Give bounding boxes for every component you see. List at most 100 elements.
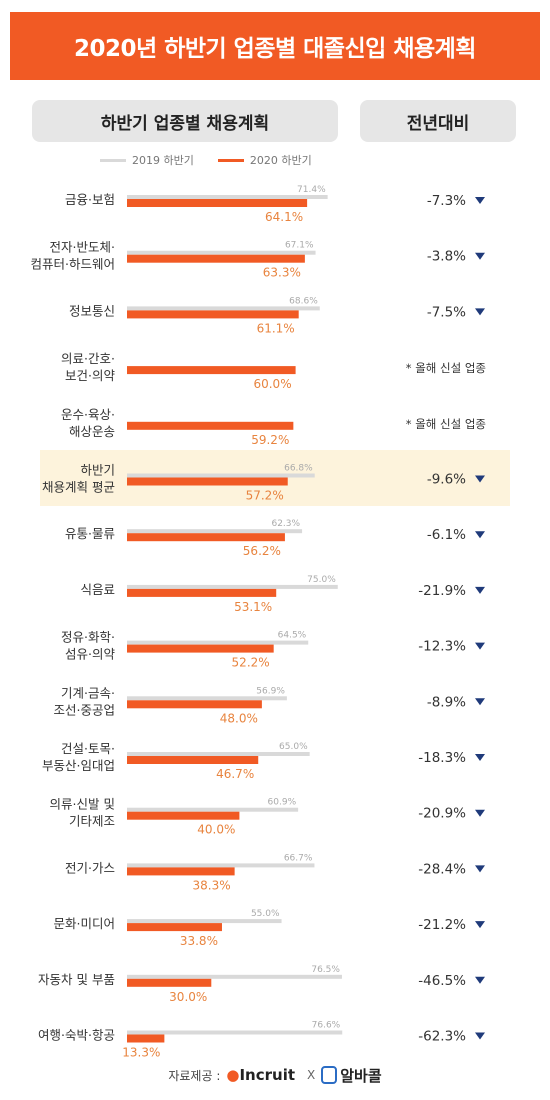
yoy-value: * 올해 신설 업종 [406,417,486,431]
source-label: 자료제공 : [168,1068,221,1083]
down-arrow-icon [475,586,485,594]
down-arrow-icon [475,642,485,650]
data-label-2020: 13.3% [122,1046,160,1060]
bar-2020 [127,644,274,653]
bar-2020 [127,199,308,207]
bar-2019 [127,306,320,311]
category-label: 전기·가스 [65,860,115,875]
data-label-2020: 57.2% [246,489,284,503]
bar-2020 [127,533,285,542]
down-arrow-icon [475,308,485,316]
bar-2019 [127,584,338,589]
data-label-2019: 64.5% [278,631,307,641]
category-label: 전자·반도체· 컴퓨터·하드웨어 [31,240,115,272]
data-label-2020: 59.2% [251,433,289,447]
data-label-2020: 40.0% [197,823,235,837]
bar-chart: 금융·보험 71.4% 64.1% -7.3% 전자·반도체· 컴퓨터·하드웨어 67.1%… [31,185,486,1060]
bar-2019 [127,752,310,756]
yoy-value: -7.3% [427,193,466,209]
legend: 2019 하반기 2020 하반기 [100,152,336,168]
separator: X [307,1068,316,1082]
data-label-2019: 65.0% [279,742,308,752]
bar-2019 [127,863,315,868]
bar-2020 [127,588,277,597]
bar-2020 [127,700,262,709]
category-label: 기계·금속· 조선·중공업 [54,685,115,717]
data-label-2019: 68.6% [289,296,318,306]
category-label: 문화·미디어 [54,916,115,931]
data-label-2020: 30.0% [169,990,207,1004]
legend-swatch-2019 [100,158,126,162]
legend-item-2020: 2020 하반기 [217,152,312,168]
yoy-value: -20.9% [418,806,466,822]
bar-2020 [127,867,235,876]
bar-2020 [127,923,222,932]
bar-2019 [127,974,342,979]
category-label: 하반기 채용계획 평균 [42,463,115,495]
data-label-2020: 53.1% [234,600,272,614]
data-label-2019: 60.9% [268,798,297,808]
data-label-2019: 62.3% [271,519,300,529]
column-header-yoy: 전년대비 [360,100,516,142]
data-label-2019: 55.0% [251,909,280,919]
yoy-value: -46.5% [418,973,466,989]
bar-2019 [127,640,309,645]
bar-2019 [127,807,299,812]
yoy-value: -3.8% [427,249,466,265]
category-label: 정보통신 [69,303,115,318]
down-arrow-icon [475,698,485,706]
data-label-2019: 76.6% [312,1021,341,1031]
yoy-value: -12.3% [418,639,466,655]
bar-2019 [127,250,316,255]
bar-2020 [127,310,299,319]
data-label-2020: 61.1% [257,321,295,335]
bar-2020 [127,1034,165,1043]
yoy-value: -28.4% [418,861,466,877]
yoy-value: -21.2% [418,917,466,933]
down-arrow-icon [475,475,485,483]
category-label: 유통·물류 [65,526,115,541]
title-banner: 2020년 하반기 업종별 대졸신입 채용계획 [10,12,540,80]
data-label-2019: 76.5% [311,965,340,975]
data-label-2020: 56.2% [243,544,281,558]
category-label: 정유·화학· 섬유·의약 [61,630,115,662]
category-label: 식음료 [80,582,115,597]
data-label-2019: 66.7% [284,853,313,863]
bar-2020 [127,756,259,764]
bar-2020 [127,421,294,430]
down-arrow-icon [475,754,485,761]
down-arrow-icon [475,197,485,204]
yoy-value: -8.9% [427,694,466,710]
bar-2019 [127,696,287,701]
down-arrow-icon [475,809,485,817]
bar-2019 [127,1030,343,1035]
bar-2020 [127,366,296,375]
yoy-value: -9.6% [427,472,466,488]
data-label-2019: 75.0% [307,575,336,585]
data-label-2020: 63.3% [263,266,301,280]
data-label-2020: 46.7% [216,767,254,781]
data-label-2020: 64.1% [265,210,303,224]
yoy-value: -18.3% [418,750,466,766]
bar-2020 [127,811,240,820]
legend-swatch-2020 [217,158,244,162]
bar-2020 [127,254,305,263]
yoy-value: -7.5% [427,304,466,320]
data-label-2020: 60.0% [253,377,291,391]
yoy-value: -21.9% [418,583,466,599]
down-arrow-icon [475,976,485,984]
yoy-value: * 올해 신설 업종 [406,361,486,375]
category-label: 의료·간호· 보건·의약 [61,351,115,383]
incruit-logo: ●Incruit [226,1066,296,1084]
legend-item-2019: 2019 하반기 [100,152,194,168]
data-label-2019: 67.1% [285,241,314,251]
data-label-2020: 52.2% [232,656,270,670]
down-arrow-icon [475,252,485,260]
yoy-value: -62.3% [418,1029,466,1045]
category-label: 운수·육상· 해상운송 [61,407,115,439]
albacall-logo-text: 알바콜 [340,1066,382,1085]
footer-credits: 자료제공 : ●Incruit X 알바콜 [0,1062,550,1088]
albacall-logo: 알바콜 [321,1065,382,1086]
data-label-2020: 33.8% [180,934,218,948]
albacall-icon [321,1066,338,1084]
